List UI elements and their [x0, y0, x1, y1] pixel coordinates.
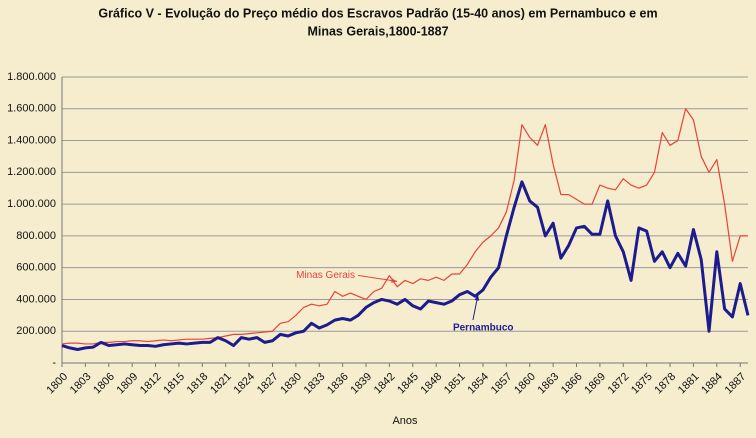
annotation: Minas Gerais	[296, 270, 355, 281]
annotation-arrow	[357, 274, 398, 282]
y-tick-label: 400.000	[16, 293, 56, 305]
arrow-head	[391, 278, 397, 283]
y-tick-label: 600.000	[16, 262, 56, 274]
y-tick-label: 1.400.000	[7, 134, 56, 146]
y-tick-label: 1.000.000	[7, 198, 56, 210]
y-tick-label: 1.600.000	[7, 103, 56, 115]
annotation: Pernambuco	[453, 323, 514, 334]
x-axis-title: Anos	[392, 415, 418, 427]
series-line	[61, 108, 748, 345]
y-tick-label: 200.000	[16, 325, 56, 337]
y-tick-label: 800.000	[16, 230, 56, 242]
chart-title: Minas Gerais,1800-1887	[307, 24, 448, 38]
y-tick-label: 1.800.000	[7, 71, 56, 83]
series-line	[61, 180, 750, 351]
y-tick-label: 1.200.000	[7, 166, 56, 178]
arrow-head	[474, 294, 480, 301]
y-tick-label: -	[52, 357, 56, 369]
chart-title: Gráfico V - Evolução do Preço médio dos …	[98, 6, 657, 20]
